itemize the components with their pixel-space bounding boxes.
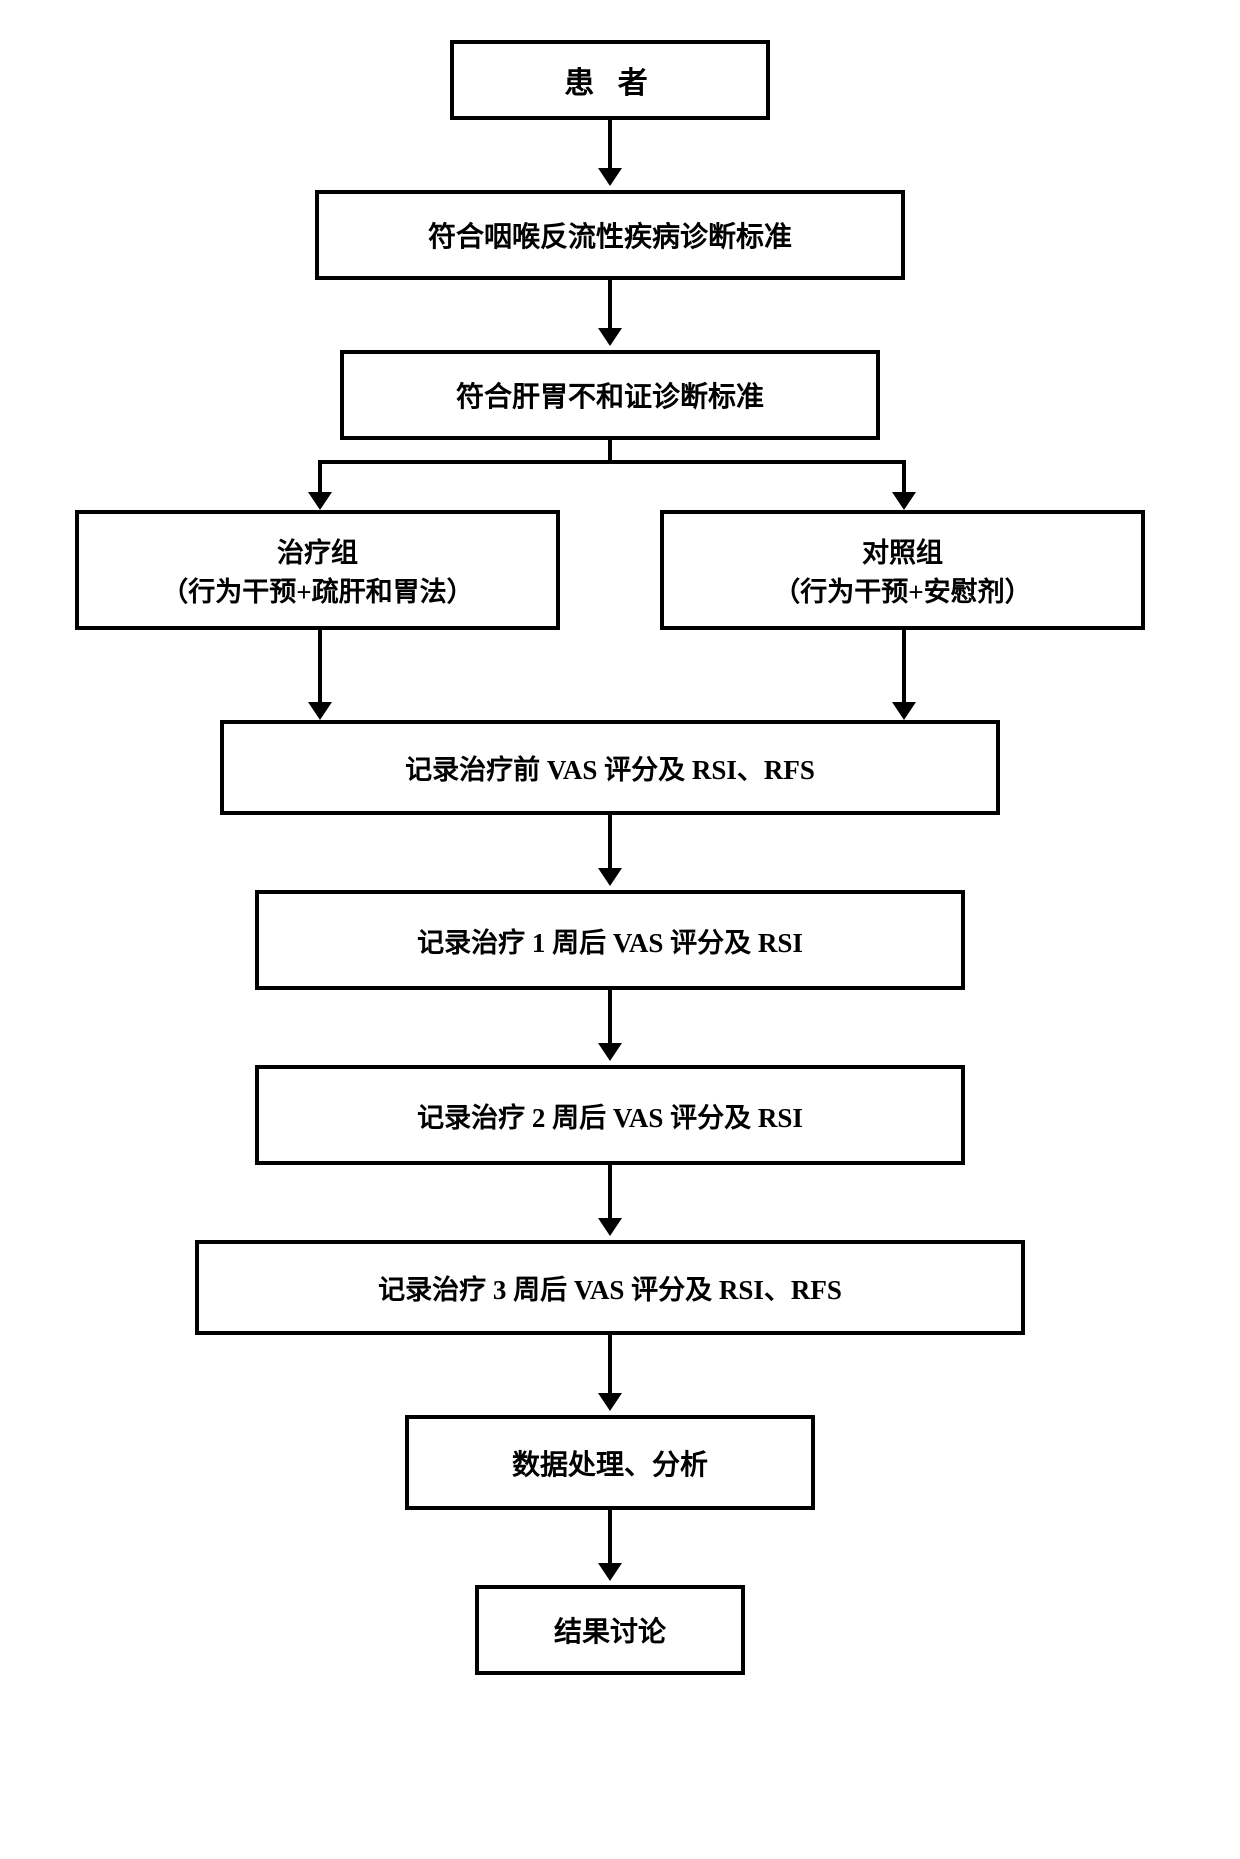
node-label: 记录治疗 3 周后 VAS 评分及 RSI、RFS [378, 1268, 842, 1307]
arrow [608, 990, 612, 1047]
branch-line [608, 440, 612, 460]
node-record-week3: 记录治疗 3 周后 VAS 评分及 RSI、RFS [195, 1240, 1025, 1335]
node-label-line2: （行为干预+疏肝和胃法） [161, 570, 473, 609]
node-label: 符合咽喉反流性疾病诊断标准 [428, 215, 792, 255]
node-treatment-group: 治疗组 （行为干预+疏肝和胃法） [75, 510, 560, 630]
node-label: 记录治疗 2 周后 VAS 评分及 RSI [417, 1096, 803, 1135]
node-label: 数据处理、分析 [512, 1443, 708, 1483]
flowchart-container: 患 者 符合咽喉反流性疾病诊断标准 符合肝胃不和证诊断标准 治疗组 （行为干预+… [40, 40, 1200, 1819]
node-data-analysis: 数据处理、分析 [405, 1415, 815, 1510]
arrow [608, 1335, 612, 1397]
branch-line [902, 460, 906, 492]
branch-line [318, 460, 906, 464]
arrow [608, 815, 612, 872]
node-label: 患 者 [564, 58, 656, 102]
node-label-line1: 治疗组 [161, 531, 473, 570]
branch-line [318, 460, 322, 492]
node-diagnosis-liver: 符合肝胃不和证诊断标准 [340, 350, 880, 440]
arrow [608, 1510, 612, 1567]
node-control-group: 对照组 （行为干预+安慰剂） [660, 510, 1145, 630]
node-result-discussion: 结果讨论 [475, 1585, 745, 1675]
merge-line [318, 630, 322, 702]
arrow-head [892, 492, 916, 510]
arrow [608, 280, 612, 332]
node-record-week1: 记录治疗 1 周后 VAS 评分及 RSI [255, 890, 965, 990]
node-patient: 患 者 [450, 40, 770, 120]
merge-line [902, 630, 906, 702]
node-label: 记录治疗 1 周后 VAS 评分及 RSI [417, 921, 803, 960]
node-record-week2: 记录治疗 2 周后 VAS 评分及 RSI [255, 1065, 965, 1165]
node-label: 记录治疗前 VAS 评分及 RSI、RFS [405, 748, 815, 787]
arrow [608, 120, 612, 172]
arrow-head [892, 702, 916, 720]
node-label-line2: （行为干预+安慰剂） [773, 570, 1031, 609]
arrow-head [308, 702, 332, 720]
arrow [608, 1165, 612, 1222]
arrow-head [308, 492, 332, 510]
node-label-line1: 对照组 [773, 531, 1031, 570]
node-label: 符合肝胃不和证诊断标准 [456, 375, 764, 415]
node-diagnosis-lpr: 符合咽喉反流性疾病诊断标准 [315, 190, 905, 280]
node-label: 结果讨论 [554, 1610, 666, 1650]
node-record-pre: 记录治疗前 VAS 评分及 RSI、RFS [220, 720, 1000, 815]
